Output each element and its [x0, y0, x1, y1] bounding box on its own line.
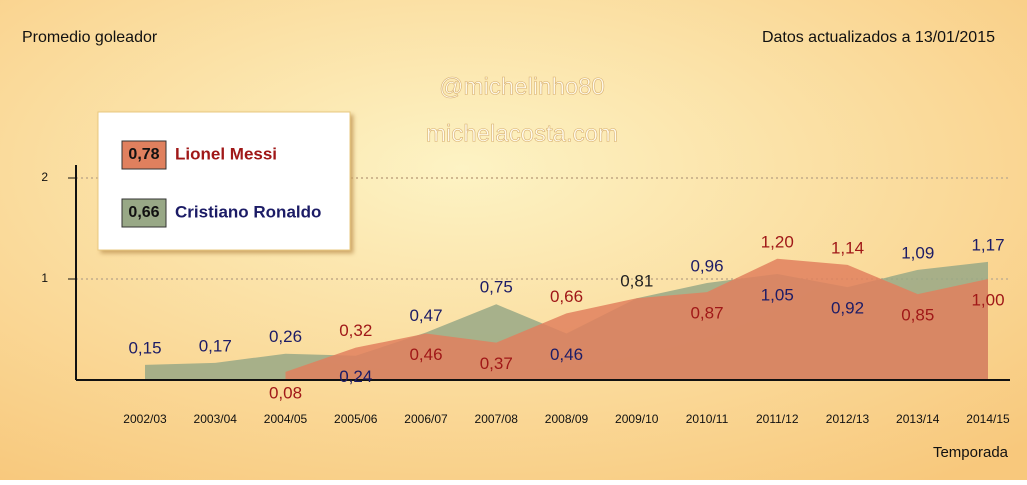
- watermark: @michelinho80: [439, 73, 605, 100]
- y-axis-label: Promedio goleador: [22, 29, 158, 46]
- data-label: 0,92: [831, 299, 864, 318]
- x-tick-label: 2005/06: [334, 412, 378, 426]
- x-tick-label: 2007/08: [475, 412, 519, 426]
- data-label: 0,46: [550, 345, 583, 364]
- data-label: 0,75: [480, 278, 513, 297]
- x-tick-label: 2012/13: [826, 412, 870, 426]
- data-label: 0,87: [690, 304, 723, 323]
- subtitle: Datos actualizados a 13/01/2015: [762, 29, 995, 46]
- x-tick-label: 2011/12: [756, 412, 799, 426]
- data-label: 0,85: [901, 306, 934, 325]
- watermark: michelacosta.com: [426, 120, 618, 147]
- data-label: 1,00: [971, 290, 1004, 309]
- x-tick-label: 2003/04: [194, 412, 238, 426]
- data-label: 0,46: [409, 345, 442, 364]
- data-label: 1,20: [761, 232, 794, 251]
- legend-box: [97, 111, 351, 251]
- data-label: 1,17: [971, 235, 1004, 254]
- data-label: 1,14: [831, 238, 864, 257]
- legend-label: Cristiano Ronaldo: [175, 202, 321, 221]
- x-tick-label: 2008/09: [545, 412, 589, 426]
- x-tick-label: 2010/11: [686, 412, 729, 426]
- data-label: 0,24: [339, 367, 372, 386]
- legend-swatch: [121, 140, 167, 170]
- data-label: 0,47: [409, 306, 442, 325]
- data-label: 0,32: [339, 321, 372, 340]
- x-axis-label: Temporada: [933, 444, 1009, 461]
- data-label: 0,37: [480, 354, 513, 373]
- data-label: 0,08: [269, 383, 302, 402]
- x-tick-label: 2002/03: [123, 412, 167, 426]
- data-label: 0,26: [269, 327, 302, 346]
- legend-average: 0,78: [128, 146, 159, 163]
- legend-average: 0,66: [128, 204, 159, 221]
- data-label: 0,17: [199, 336, 232, 355]
- data-label: 0,66: [550, 287, 583, 306]
- x-tick-label: 2014/15: [966, 412, 1010, 426]
- x-tick-label: 2009/10: [615, 412, 659, 426]
- y-tick-label: 1: [41, 271, 48, 285]
- y-tick-label: 2: [41, 170, 48, 184]
- plot: 1 2 2002/03 2003/04 2004/05 2005/06 2006/07 200…: [41, 165, 1010, 426]
- x-tick-label: 2006/07: [404, 412, 448, 426]
- data-label: 1,09: [901, 243, 934, 262]
- data-label: 0,15: [128, 338, 161, 357]
- legend-label: Lionel Messi: [175, 144, 277, 163]
- x-tick-label: 2013/14: [896, 412, 940, 426]
- area: [285, 258, 988, 380]
- legend: 0,78 Lionel Messi 0,66 Cristiano Ronaldo: [97, 111, 351, 251]
- data-label: 1,05: [761, 285, 794, 304]
- x-tick-label: 2004/05: [264, 412, 308, 426]
- data-label: 0,96: [690, 257, 723, 276]
- data-label: 0,81: [620, 272, 653, 291]
- legend-swatch: [121, 198, 167, 228]
